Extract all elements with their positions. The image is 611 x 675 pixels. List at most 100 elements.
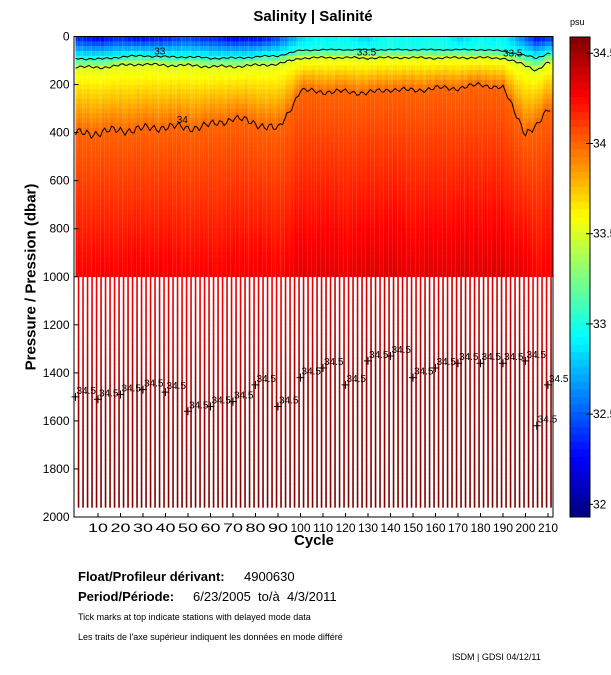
heatmap-cell: [203, 444, 206, 451]
heatmap-cell: [174, 113, 177, 119]
heatmap-cell: [226, 127, 229, 133]
heatmap-cell: [125, 108, 128, 114]
heatmap-cell: [134, 171, 137, 177]
heatmap-cell: [145, 257, 148, 263]
heatmap-cell: [215, 209, 218, 215]
heatmap-cell: [172, 98, 175, 105]
heatmap-cell: [212, 488, 215, 494]
heatmap-cell: [100, 401, 102, 407]
heatmap-cell: [134, 233, 137, 239]
heatmap-cell: [185, 60, 189, 66]
heatmap-cell: [95, 36, 99, 42]
heatmap-cell: [190, 406, 192, 412]
heatmap-cell: [217, 60, 220, 66]
heatmap-cell: [82, 372, 84, 378]
heatmap-cell: [102, 103, 105, 109]
heatmap-cell: [122, 305, 125, 311]
heatmap-cell: [221, 267, 225, 273]
heatmap-cell: [183, 190, 186, 196]
heatmap-cell: [181, 440, 183, 446]
heatmap-cell: [219, 108, 222, 114]
heatmap-cell: [197, 247, 200, 254]
heatmap-cell: [221, 454, 224, 460]
heatmap-cell: [82, 420, 84, 427]
heatmap-cell: [77, 171, 81, 177]
heatmap-cell: [176, 319, 179, 326]
heatmap-cell: [89, 175, 92, 181]
heatmap-cell: [122, 449, 125, 455]
heatmap-cell: [120, 137, 123, 143]
heatmap-cell: [212, 257, 216, 263]
heatmap-cell: [161, 262, 164, 268]
heatmap-cell: [203, 79, 207, 85]
heatmap-cell: [145, 74, 148, 81]
heatmap-cell: [206, 89, 209, 95]
heatmap-cell: [212, 50, 216, 57]
heatmap-cell: [179, 175, 182, 181]
heatmap-cell: [226, 262, 229, 268]
heatmap-cell: [109, 60, 112, 66]
heatmap-cell: [107, 161, 110, 167]
heatmap-cell: [127, 156, 130, 162]
heatmap-cell: [143, 252, 146, 258]
heatmap-cell: [147, 190, 150, 196]
heatmap-cell: [158, 473, 161, 479]
heatmap-cell: [179, 122, 182, 129]
heatmap-cell: [210, 223, 213, 229]
heatmap-cell: [138, 55, 141, 61]
heatmap-cell: [95, 473, 98, 479]
heatmap-cell: [93, 79, 96, 85]
heatmap-cell: [138, 247, 141, 254]
heatmap-cell: [75, 238, 78, 244]
heatmap-cell: [190, 36, 193, 42]
heatmap-cell: [89, 204, 92, 210]
heatmap-cell: [98, 267, 101, 273]
heatmap-cell: [143, 113, 146, 119]
heatmap-cell: [185, 247, 189, 254]
heatmap-cell: [165, 195, 168, 201]
heatmap-cell: [172, 334, 174, 340]
heatmap-cell: [203, 199, 207, 205]
heatmap-cell: [221, 233, 225, 239]
heatmap-cell: [93, 271, 96, 278]
heatmap-cell: [190, 233, 193, 239]
heatmap-cell: [154, 488, 156, 494]
heatmap-cell: [140, 444, 143, 451]
heatmap-cell: [109, 502, 111, 508]
heatmap-cell: [145, 103, 148, 109]
heatmap-cell: [224, 74, 227, 81]
heatmap-cell: [197, 199, 200, 205]
heatmap-cell: [109, 344, 111, 350]
heatmap-cell: [221, 89, 225, 95]
heatmap-cell: [201, 238, 204, 244]
heatmap-cell: [212, 324, 215, 330]
heatmap-cell: [224, 219, 227, 225]
heatmap-cell: [80, 94, 83, 100]
heatmap-cell: [212, 46, 216, 52]
heatmap-cell: [172, 473, 174, 479]
heatmap-cell: [80, 185, 83, 191]
heatmap-cell: [122, 214, 126, 220]
heatmap-cell: [179, 271, 182, 278]
heatmap-cell: [188, 94, 191, 100]
heatmap-cell: [111, 36, 114, 42]
heatmap-cell: [217, 161, 220, 167]
heatmap-cell: [172, 180, 175, 186]
heatmap-cell: [86, 50, 90, 57]
heatmap-cell: [188, 103, 191, 109]
heatmap-cell: [197, 243, 200, 249]
heatmap-cell: [190, 219, 193, 225]
heatmap-cell: [82, 122, 85, 129]
heatmap-cell: [165, 156, 168, 162]
heatmap-cell: [104, 329, 107, 335]
heatmap-cell: [163, 113, 166, 119]
heatmap-cell: [165, 50, 168, 57]
heatmap-cell: [203, 257, 207, 263]
heatmap-cell: [134, 209, 137, 215]
heatmap-cell: [208, 46, 211, 52]
heatmap-cell: [206, 267, 209, 273]
heatmap-cell: [129, 267, 132, 273]
heatmap-cell: [203, 276, 206, 282]
heatmap-cell: [190, 238, 193, 244]
heatmap-cell: [125, 113, 128, 119]
